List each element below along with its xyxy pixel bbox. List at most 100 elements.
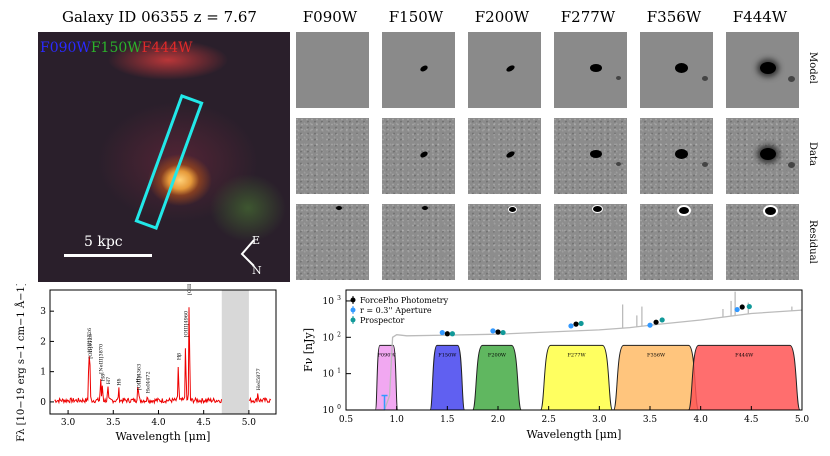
legend-label-0: ForcePho Photometry (360, 296, 449, 305)
filter-label-f277w: F277W (567, 352, 586, 358)
cutout-data-f150w (382, 118, 455, 194)
slit-aperture (134, 93, 204, 231)
cutout-model-f200w (468, 32, 541, 108)
cutout-data-f090w (296, 118, 369, 194)
cutout-data-f200w (468, 118, 541, 194)
legend-marker-2 (350, 317, 356, 323)
cutout-model-f356w (640, 32, 713, 108)
sed-point-0-0 (444, 331, 450, 337)
sed-xtick-7: 4.0 (694, 415, 709, 425)
sed-frame (345, 289, 803, 411)
sed-point-2-3 (659, 317, 665, 323)
spectrum-ytick-0: 0 (40, 398, 46, 408)
line-label-2: [NeIII]3870 (99, 344, 105, 374)
spectrum-line (54, 307, 223, 405)
band-title-f200w: F200W (474, 8, 530, 26)
sed-xtick-3: 2.0 (491, 415, 506, 425)
cutout-residual-f444w (726, 204, 799, 280)
row-label-data: Data (807, 142, 818, 166)
sed-xtick-1: 1.0 (390, 415, 405, 425)
sed-ytick-0: 10 (323, 406, 335, 416)
compass-east: E (252, 234, 260, 247)
sed-point-0-1 (495, 329, 501, 335)
spectrum-xlabel: Wavelength [μm] (116, 430, 211, 443)
filter-curve-f200w (472, 344, 522, 411)
sed-ytick-3: 10 (323, 297, 335, 307)
filter-label-f200w: F200W (488, 352, 507, 358)
spectrum-frame (49, 289, 277, 415)
row-label-model: Model (807, 52, 818, 84)
sed-point-0-3 (653, 319, 659, 325)
filter-curve-f444w (688, 344, 801, 411)
sed-point-2-4 (746, 303, 752, 310)
sed-ylabel: Fν [nJy] (302, 328, 315, 372)
band-title-f277w: F277W (560, 8, 616, 26)
spectrum-xtick-3: 4.5 (197, 418, 212, 428)
cutout-residual-f200w (468, 204, 541, 280)
cutout-residual-f356w (640, 204, 713, 280)
filter-curve-f090w (374, 344, 399, 411)
sed-point-2-2 (578, 320, 584, 327)
filter-label-f444w: F444W (735, 352, 754, 358)
sed-xtick-0: 0.5 (339, 415, 354, 425)
sed-point-2-1 (500, 329, 506, 336)
sed-ytick-exp-3: 3 (337, 295, 341, 302)
line-label-3: H8 (100, 374, 106, 382)
filter-label-f090w: F090W (377, 352, 396, 358)
sed-point-1-4 (734, 306, 740, 313)
cutout-data-f277w (554, 118, 627, 194)
sed-xtick-8: 4.5 (744, 415, 759, 425)
sed-point-1-2 (568, 323, 574, 329)
sed-point-1-0 (439, 329, 445, 336)
sed-xtick-6: 3.5 (643, 415, 658, 425)
scalebar (64, 254, 152, 257)
line-label-9: Hβ (176, 353, 182, 360)
sed-ytick-exp-1: 1 (337, 368, 341, 375)
sed-xlabel: Wavelength [μm] (527, 428, 622, 441)
legend-marker-1 (350, 307, 356, 313)
spectrum-ytick-3: 3 (40, 307, 46, 317)
cutout-data-f444w (726, 118, 799, 194)
cutout-data-f356w (640, 118, 713, 194)
line-label-1: [OII]3729 (88, 334, 94, 359)
sed-xtick-5: 3.0 (592, 415, 607, 425)
masked-region (221, 290, 249, 414)
line-label-8: HeI4472 (146, 371, 152, 393)
band-title-f150w: F150W (388, 8, 444, 26)
sed-ytick-2: 10 (323, 333, 335, 343)
sed-ytick-exp-2: 2 (337, 331, 341, 338)
sed-ytick-exp-0: 0 (337, 404, 341, 411)
sed-xtick-9: 5.0 (795, 415, 810, 425)
sed-point-1-1 (490, 328, 496, 334)
band-title-f356w: F356W (646, 8, 702, 26)
cutout-residual-f277w (554, 204, 627, 280)
compass: E N (240, 234, 262, 276)
spectrum-ylabel: Fλ [10−19 erg s−1 cm−1 Å−1] (15, 284, 27, 442)
band-title-f444w: F444W (732, 8, 788, 26)
filter-label-f356w: F356W (647, 352, 666, 358)
cutout-model-f150w (382, 32, 455, 108)
cutout-model-f444w (726, 32, 799, 108)
line-label-7: [OIII]4363 (137, 364, 143, 391)
sed-chart: F090W F150W F200W F277W F356W F444W ForcePho P… (302, 289, 810, 441)
rgb-image: F090WF150WF444W 5 kpc E N (38, 32, 290, 282)
cutout-residual-f090w (296, 204, 369, 280)
sed-point-1-3 (647, 322, 653, 328)
filter-label-f150w: F150W (438, 352, 457, 358)
band-title-f090w: F090W (302, 8, 358, 26)
spectrum-xtick-0: 3.0 (61, 418, 76, 428)
line-label-4: H7 (106, 377, 112, 385)
filter-curve-f150w (429, 344, 466, 411)
line-label-5: Hδ (117, 378, 123, 385)
scalebar-label: 5 kpc (84, 234, 123, 250)
spectrum-line (248, 393, 272, 404)
compass-north: N (252, 264, 262, 276)
rgb-panel-title: Galaxy ID 06355 z = 7.67 (62, 8, 257, 26)
sed-xtick-2: 1.5 (440, 415, 455, 425)
line-label-6: Hγ (136, 375, 142, 382)
filter-label-f090w: F090W (40, 40, 91, 56)
line-label-0: [OII]3726 (87, 328, 93, 353)
filter-curve-f277w (540, 344, 613, 411)
cutout-model-f090w (296, 32, 369, 108)
